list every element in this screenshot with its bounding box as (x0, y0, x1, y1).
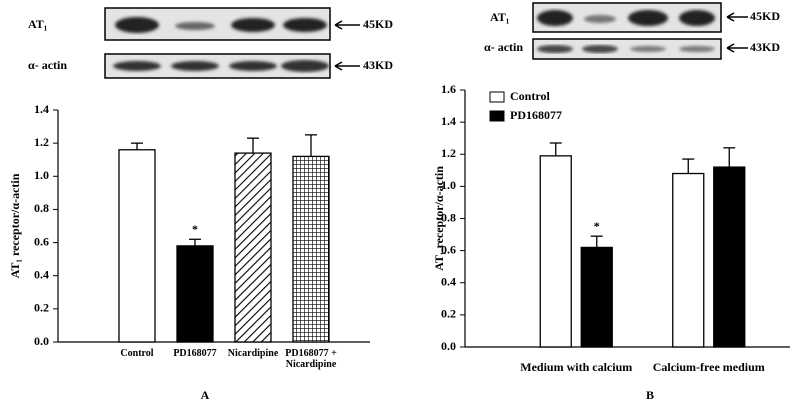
blot-size: 43KD (750, 40, 780, 54)
x-tick-label-box: Control (120, 348, 154, 359)
bar (292, 155, 330, 343)
x-tick-label-box: Calcium-free medium (652, 362, 765, 374)
x-tick-label-box: PD168077 (173, 348, 217, 359)
panel-label: A (201, 388, 210, 402)
bar (234, 152, 272, 343)
y-tick-label: 1.0 (441, 178, 456, 192)
panel-label: B (646, 388, 654, 402)
y-tick-label: 0.6 (34, 234, 49, 248)
blot-label: AT₁ (28, 17, 48, 31)
legend-label: Control (510, 89, 550, 103)
y-tick-label: 0.6 (441, 242, 456, 256)
blot-a (104, 7, 360, 79)
annotation: * (192, 222, 198, 236)
blot-label: α- actin (484, 40, 523, 54)
x-tick-label: PD168077 (173, 348, 217, 359)
blot-size: 45KD (750, 9, 780, 23)
annotation: * (594, 219, 600, 233)
y-tick-label: 0.2 (441, 307, 456, 321)
bar (176, 245, 214, 343)
x-tick-label: PD168077 + Nicardipine (285, 348, 337, 370)
y-tick-label: 0.8 (441, 210, 456, 224)
bar (713, 166, 746, 348)
x-tick-label-box: PD168077 + Nicardipine (285, 348, 337, 370)
blot-size: 45KD (363, 17, 393, 31)
legend-swatch (489, 91, 505, 103)
x-tick-label: Control (120, 348, 154, 359)
y-tick-label: 1.2 (441, 146, 456, 160)
legend-swatch (489, 110, 505, 122)
y-tick-label: 1.4 (441, 114, 456, 128)
bar (539, 155, 572, 348)
y-tick-label: 0.8 (34, 201, 49, 215)
y-tick-label: 0.4 (441, 275, 456, 289)
legend-label: PD168077 (510, 108, 562, 122)
blot-b (532, 2, 748, 60)
y-axis-label: AT₁ receptor/α-actin (432, 166, 446, 271)
y-tick-label: 0.0 (34, 334, 49, 348)
blot-label: AT₁ (490, 10, 510, 24)
y-axis-label: AT₁ receptor/α-actin (8, 173, 22, 278)
bar (672, 172, 705, 348)
bar (118, 149, 156, 343)
x-tick-label: Medium with calcium (520, 362, 633, 374)
blot-size: 43KD (363, 58, 393, 72)
y-tick-label: 0.0 (441, 339, 456, 353)
x-tick-label: Calcium-free medium (652, 362, 765, 374)
y-tick-label: 0.4 (34, 267, 49, 281)
y-tick-label: 1.6 (441, 82, 456, 96)
x-tick-label-box: Nicardipine (227, 348, 279, 359)
y-tick-label: 1.4 (34, 102, 49, 116)
bar (580, 246, 613, 348)
y-tick-label: 0.2 (34, 301, 49, 315)
x-tick-label: Nicardipine (227, 348, 279, 359)
y-tick-label: 1.0 (34, 168, 49, 182)
blot-label: α- actin (28, 58, 67, 72)
x-tick-label-box: Medium with calcium (520, 362, 633, 374)
y-tick-label: 1.2 (34, 135, 49, 149)
